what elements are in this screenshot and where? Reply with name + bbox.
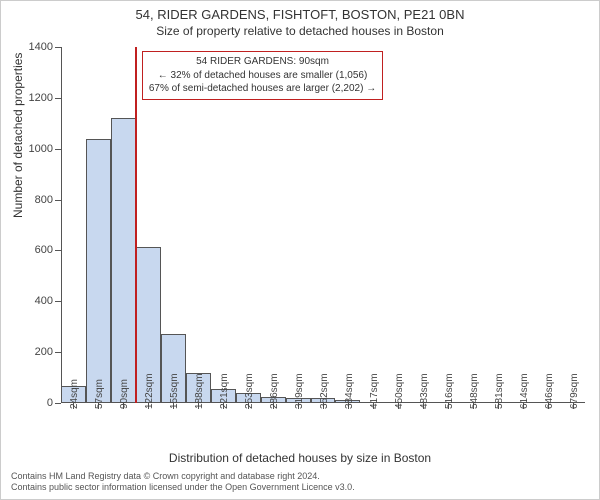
footer-line-1: Contains HM Land Registry data © Crown c…: [11, 471, 355, 482]
x-tick-label: 90sqm: [119, 379, 130, 409]
annotation-box: 54 RIDER GARDENS: 90sqm← 32% of detached…: [142, 51, 383, 100]
x-tick-label: 57sqm: [94, 379, 105, 409]
y-tick-label: 600: [35, 244, 61, 256]
histogram-bar: [111, 118, 136, 403]
x-tick-label: 155sqm: [169, 373, 180, 409]
annotation-line-1: 54 RIDER GARDENS: 90sqm: [149, 55, 376, 69]
x-tick-label: 417sqm: [369, 373, 380, 409]
footer-attribution: Contains HM Land Registry data © Crown c…: [11, 471, 355, 494]
x-tick-label: 679sqm: [569, 373, 580, 409]
histogram-bar: [86, 139, 111, 403]
plot-surface: 020040060080010001200140024sqm57sqm90sqm…: [61, 47, 585, 403]
x-tick-label: 384sqm: [344, 373, 355, 409]
x-tick-label: 352sqm: [319, 373, 330, 409]
x-tick-label: 253sqm: [244, 373, 255, 409]
x-tick-label: 646sqm: [544, 373, 555, 409]
x-tick-label: 24sqm: [69, 379, 80, 409]
x-tick-label: 483sqm: [419, 373, 430, 409]
y-tick-label: 1200: [29, 92, 61, 104]
annotation-line-3: 67% of semi-detached houses are larger (…: [149, 82, 376, 96]
y-tick-label: 1400: [29, 41, 61, 53]
x-tick-label: 614sqm: [519, 373, 530, 409]
footer-line-2: Contains public sector information licen…: [11, 482, 355, 493]
chart-container: 54, RIDER GARDENS, FISHTOFT, BOSTON, PE2…: [0, 0, 600, 500]
x-tick-label: 516sqm: [444, 373, 455, 409]
x-axis-title: Distribution of detached houses by size …: [1, 451, 599, 465]
x-tick-label: 286sqm: [269, 373, 280, 409]
y-axis-line: [61, 47, 62, 403]
x-tick-label: 221sqm: [219, 373, 230, 409]
x-tick-label: 319sqm: [294, 373, 305, 409]
highlight-marker-line: [135, 47, 137, 403]
y-tick-label: 400: [35, 295, 61, 307]
x-tick-label: 548sqm: [469, 373, 480, 409]
y-tick-label: 800: [35, 194, 61, 206]
title-line-1: 54, RIDER GARDENS, FISHTOFT, BOSTON, PE2…: [1, 7, 599, 22]
x-tick-label: 122sqm: [144, 373, 155, 409]
x-tick-label: 581sqm: [494, 373, 505, 409]
x-tick-label: 450sqm: [394, 373, 405, 409]
annotation-line-2: ← 32% of detached houses are smaller (1,…: [149, 69, 376, 83]
chart-plot-area: 020040060080010001200140024sqm57sqm90sqm…: [61, 47, 585, 403]
y-axis-title: Number of detached properties: [11, 53, 25, 218]
y-tick-label: 0: [47, 397, 61, 409]
title-line-2: Size of property relative to detached ho…: [1, 24, 599, 38]
y-tick-label: 200: [35, 346, 61, 358]
x-tick-label: 188sqm: [194, 373, 205, 409]
y-tick-label: 1000: [29, 143, 61, 155]
